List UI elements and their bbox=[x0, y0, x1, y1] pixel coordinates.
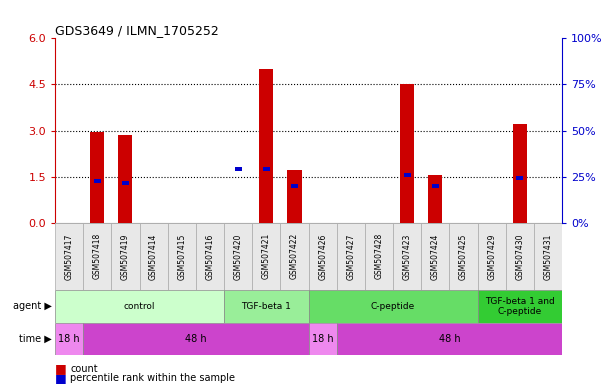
Text: 18 h: 18 h bbox=[58, 334, 80, 344]
Bar bbox=[252, 223, 280, 290]
Bar bbox=[534, 223, 562, 290]
Bar bbox=[122, 181, 129, 185]
Bar bbox=[478, 290, 562, 323]
Bar bbox=[432, 184, 439, 188]
Text: ■: ■ bbox=[55, 372, 67, 384]
Bar bbox=[224, 223, 252, 290]
Bar bbox=[309, 323, 337, 355]
Bar bbox=[365, 223, 393, 290]
Text: TGF-beta 1 and
C-peptide: TGF-beta 1 and C-peptide bbox=[485, 296, 555, 316]
Bar bbox=[263, 167, 270, 171]
Bar bbox=[450, 223, 478, 290]
Bar bbox=[516, 176, 524, 180]
Bar bbox=[224, 290, 309, 323]
Text: 18 h: 18 h bbox=[312, 334, 334, 344]
Text: GSM507416: GSM507416 bbox=[205, 233, 214, 280]
Bar bbox=[93, 179, 101, 183]
Text: count: count bbox=[70, 364, 98, 374]
Text: control: control bbox=[124, 302, 155, 311]
Bar bbox=[337, 323, 562, 355]
Bar bbox=[287, 170, 301, 223]
Bar bbox=[393, 223, 421, 290]
Bar bbox=[309, 290, 478, 323]
Text: time ▶: time ▶ bbox=[20, 334, 52, 344]
Bar bbox=[404, 173, 411, 177]
Text: GSM507417: GSM507417 bbox=[65, 233, 73, 280]
Text: GSM507429: GSM507429 bbox=[487, 233, 496, 280]
Text: 48 h: 48 h bbox=[185, 334, 207, 344]
Text: TGF-beta 1: TGF-beta 1 bbox=[241, 302, 291, 311]
Bar bbox=[55, 290, 224, 323]
Bar bbox=[506, 223, 534, 290]
Text: GSM507430: GSM507430 bbox=[515, 233, 524, 280]
Text: GSM507427: GSM507427 bbox=[346, 233, 356, 280]
Text: GSM507426: GSM507426 bbox=[318, 233, 327, 280]
Text: GSM507414: GSM507414 bbox=[149, 233, 158, 280]
Text: GSM507419: GSM507419 bbox=[121, 233, 130, 280]
Bar bbox=[119, 135, 133, 223]
Bar bbox=[83, 323, 309, 355]
Text: ■: ■ bbox=[55, 362, 67, 375]
Text: GSM507415: GSM507415 bbox=[177, 233, 186, 280]
Text: GSM507431: GSM507431 bbox=[544, 233, 552, 280]
Text: GSM507422: GSM507422 bbox=[290, 233, 299, 280]
Bar bbox=[90, 132, 104, 223]
Text: GDS3649 / ILMN_1705252: GDS3649 / ILMN_1705252 bbox=[55, 24, 219, 37]
Text: GSM507421: GSM507421 bbox=[262, 233, 271, 280]
Text: GSM507425: GSM507425 bbox=[459, 233, 468, 280]
Bar bbox=[235, 167, 241, 171]
Text: GSM507424: GSM507424 bbox=[431, 233, 440, 280]
Text: GSM507418: GSM507418 bbox=[93, 233, 102, 280]
Bar bbox=[337, 223, 365, 290]
Bar bbox=[139, 223, 167, 290]
Bar bbox=[196, 223, 224, 290]
Bar bbox=[400, 84, 414, 223]
Bar bbox=[167, 223, 196, 290]
Bar bbox=[55, 223, 83, 290]
Text: GSM507423: GSM507423 bbox=[403, 233, 412, 280]
Bar bbox=[83, 223, 111, 290]
Bar bbox=[513, 124, 527, 223]
Bar bbox=[111, 223, 139, 290]
Bar bbox=[291, 184, 298, 188]
Text: agent ▶: agent ▶ bbox=[13, 301, 52, 311]
Text: C-peptide: C-peptide bbox=[371, 302, 415, 311]
Bar bbox=[478, 223, 506, 290]
Text: percentile rank within the sample: percentile rank within the sample bbox=[70, 373, 235, 383]
Bar bbox=[309, 223, 337, 290]
Bar bbox=[259, 69, 273, 223]
Text: GSM507428: GSM507428 bbox=[375, 233, 384, 280]
Text: GSM507420: GSM507420 bbox=[233, 233, 243, 280]
Bar bbox=[280, 223, 309, 290]
Bar bbox=[421, 223, 450, 290]
Text: 48 h: 48 h bbox=[439, 334, 460, 344]
Bar bbox=[428, 175, 442, 223]
Bar bbox=[55, 323, 83, 355]
